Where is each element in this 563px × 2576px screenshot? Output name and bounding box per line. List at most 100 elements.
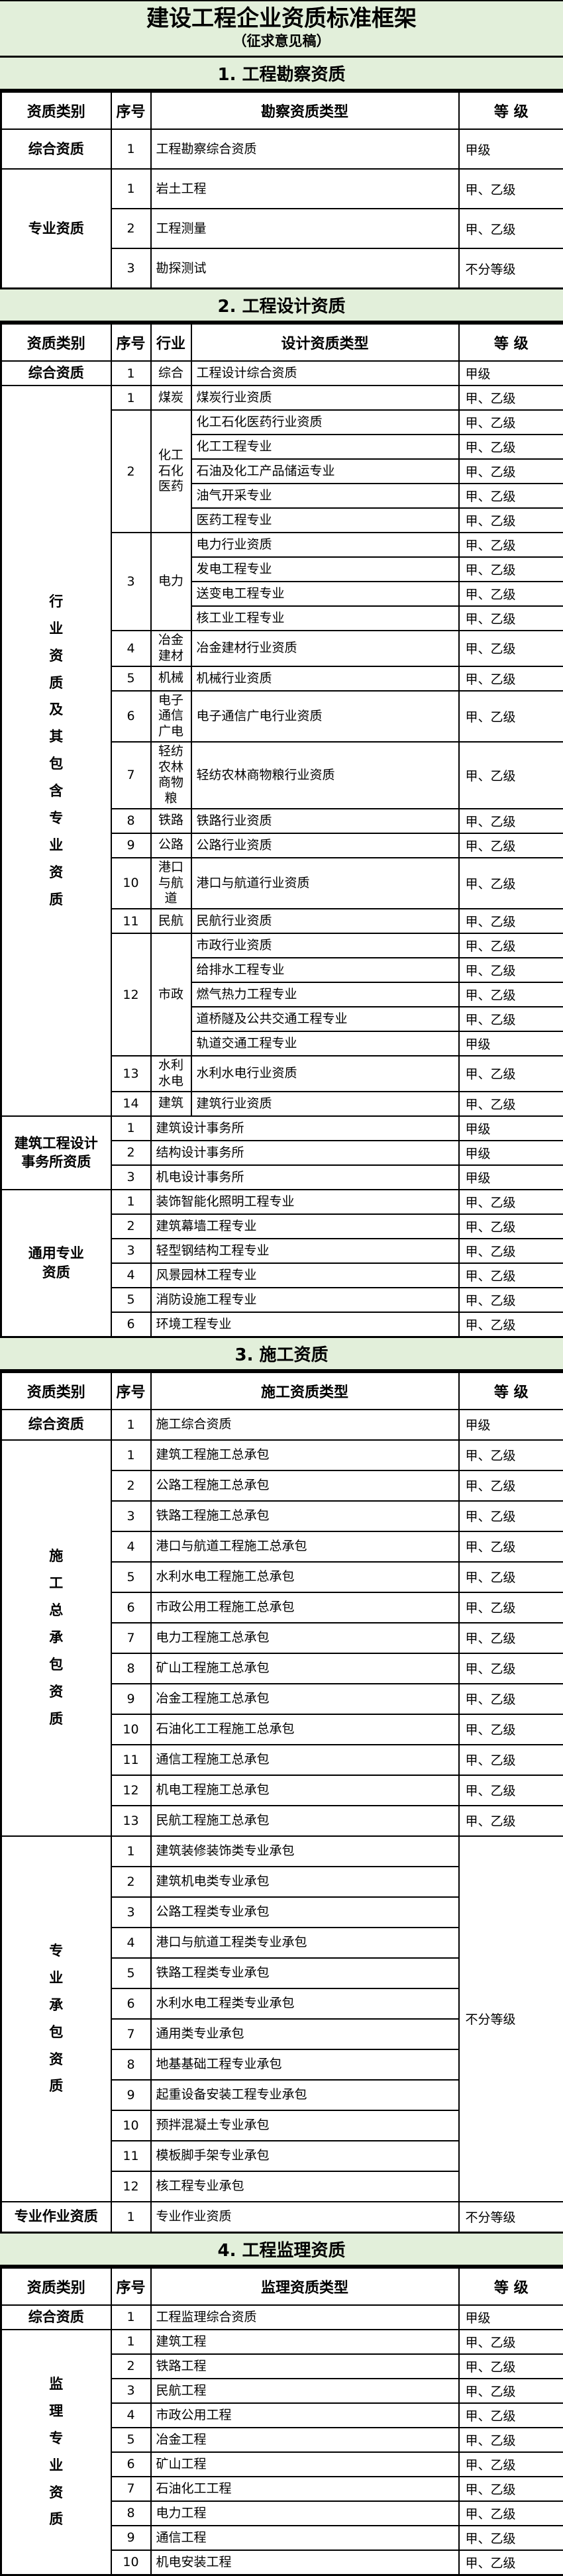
seq-cell: 12: [111, 933, 151, 1056]
type-cell: 通信工程: [151, 2526, 459, 2550]
seq-cell: 10: [111, 2110, 151, 2141]
grade-cell: 甲、乙级: [459, 435, 563, 459]
section-bar-3: 3. 施工资质: [0, 1336, 563, 1371]
type-cell: 医药工程专业: [191, 508, 459, 533]
grade-cell: 甲、乙级: [459, 1190, 563, 1214]
seq-cell: 3: [111, 533, 151, 631]
type-cell: 起重设备安装工程专业承包: [151, 2080, 459, 2110]
seq-cell: 8: [111, 809, 151, 833]
type-cell: 核工业工程专业: [191, 606, 459, 631]
seq-cell: 6: [111, 1988, 151, 2019]
seq-cell: 11: [111, 909, 151, 933]
category-cell: 综合资质: [1, 361, 111, 386]
seq-cell: 3: [111, 2379, 151, 2403]
grade-cell: 甲、乙级: [459, 1775, 563, 1806]
type-cell: 核工程专业承包: [151, 2171, 459, 2202]
category-cell: 通用专业 资质: [1, 1190, 111, 1337]
grade-cell: 不分等级: [459, 1836, 563, 2202]
seq-cell: 5: [111, 1288, 151, 1312]
type-cell: 装饰智能化照明工程专业: [151, 1190, 459, 1214]
type-cell: 通用类专业承包: [151, 2019, 459, 2049]
type-cell: 公路工程类专业承包: [151, 1897, 459, 1928]
grade-cell: 甲、乙级: [459, 1007, 563, 1031]
type-cell: 石油及化工产品储运专业: [191, 459, 459, 484]
grade-cell: 甲、乙级: [459, 508, 563, 533]
seq-cell: 7: [111, 1623, 151, 1653]
grade-cell: 甲、乙级: [459, 459, 563, 484]
seq-cell: 1: [111, 1440, 151, 1470]
grade-cell: 甲、乙级: [459, 606, 563, 631]
type-cell: 施工综合资质: [151, 1410, 459, 1440]
grade-cell: 甲、乙级: [459, 1562, 563, 1592]
type-cell: 石油化工工程施工总承包: [151, 1714, 459, 1745]
seq-cell: 10: [111, 2550, 151, 2575]
grade-cell: 甲、乙级: [459, 1806, 563, 1836]
grade-cell: 甲级: [459, 1031, 563, 1056]
grade-cell: 甲、乙级: [459, 1214, 563, 1239]
column-header: 资质类别: [1, 1372, 111, 1410]
seq-cell: 1: [111, 1116, 151, 1141]
column-header: 等 级: [459, 92, 563, 130]
type-cell: 结构设计事务所: [151, 1141, 459, 1165]
type-cell: 机电安装工程: [151, 2550, 459, 2575]
grade-cell: 甲、乙级: [459, 386, 563, 410]
type-cell: 油气开采专业: [191, 484, 459, 508]
grade-cell: 甲、乙级: [459, 833, 563, 858]
type-cell: 化工石化医药行业资质: [191, 410, 459, 435]
grade-cell: 甲、乙级: [459, 958, 563, 982]
grade-cell: 甲、乙级: [459, 2403, 563, 2428]
grade-cell: 甲、乙级: [459, 2379, 563, 2403]
category-cell: 专业资质: [1, 169, 111, 289]
type-cell: 民航行业资质: [191, 909, 459, 933]
category-cell: 综合资质: [1, 1410, 111, 1440]
column-header: 序号: [111, 1372, 151, 1410]
category-cell: 专业作业资质: [1, 2202, 111, 2233]
industry-cell: 轻纺农林商物粮: [151, 742, 191, 809]
seq-cell: 4: [111, 1531, 151, 1562]
type-cell: 水利水电行业资质: [191, 1056, 459, 1092]
seq-cell: 2: [111, 1470, 151, 1501]
type-cell: 地基基础工程专业承包: [151, 2049, 459, 2080]
grade-cell: 甲、乙级: [459, 666, 563, 691]
section-bar-4: 4. 工程监理资质: [0, 2232, 563, 2267]
grade-cell: 甲、乙级: [459, 2330, 563, 2354]
grade-cell: 甲、乙级: [459, 1288, 563, 1312]
seq-cell: 9: [111, 833, 151, 858]
grade-cell: 甲、乙级: [459, 410, 563, 435]
grade-cell: 甲、乙级: [459, 582, 563, 606]
type-cell: 预拌混凝土专业承包: [151, 2110, 459, 2141]
seq-cell: 4: [111, 2403, 151, 2428]
seq-cell: 1: [111, 129, 151, 169]
seq-cell: 9: [111, 1684, 151, 1714]
type-cell: 冶金工程施工总承包: [151, 1684, 459, 1714]
title-block: 建设工程企业资质标准框架 （征求意见稿）: [0, 0, 563, 58]
seq-cell: 3: [111, 1165, 151, 1190]
category-cell: 专 业 承 包 资 质: [1, 1836, 111, 2202]
column-header: 施工资质类型: [151, 1372, 459, 1410]
grade-cell: 不分等级: [459, 248, 563, 289]
grade-cell: 甲、乙级: [459, 1653, 563, 1684]
type-cell: 道桥隧及公共交通工程专业: [191, 1007, 459, 1031]
grade-cell: 甲、乙级: [459, 2428, 563, 2452]
type-cell: 矿山工程施工总承包: [151, 1653, 459, 1684]
grade-cell: 甲级: [459, 1165, 563, 1190]
industry-cell: 机械: [151, 666, 191, 691]
industry-cell: 综合: [151, 361, 191, 386]
grade-cell: 甲级: [459, 1410, 563, 1440]
type-cell: 工程设计综合资质: [191, 361, 459, 386]
seq-cell: 8: [111, 1653, 151, 1684]
seq-cell: 7: [111, 742, 151, 809]
category-cell: 施 工 总 承 包 资 质: [1, 1440, 111, 1836]
seq-cell: 9: [111, 2526, 151, 2550]
industry-cell: 电子通信广电: [151, 691, 191, 742]
type-cell: 港口与航道行业资质: [191, 858, 459, 909]
type-cell: 公路工程施工总承包: [151, 1470, 459, 1501]
type-cell: 工程测量: [151, 209, 459, 248]
type-cell: 港口与航道工程类专业承包: [151, 1928, 459, 1958]
header-row: 资质类别序号行业设计资质类型等 级: [1, 324, 563, 362]
